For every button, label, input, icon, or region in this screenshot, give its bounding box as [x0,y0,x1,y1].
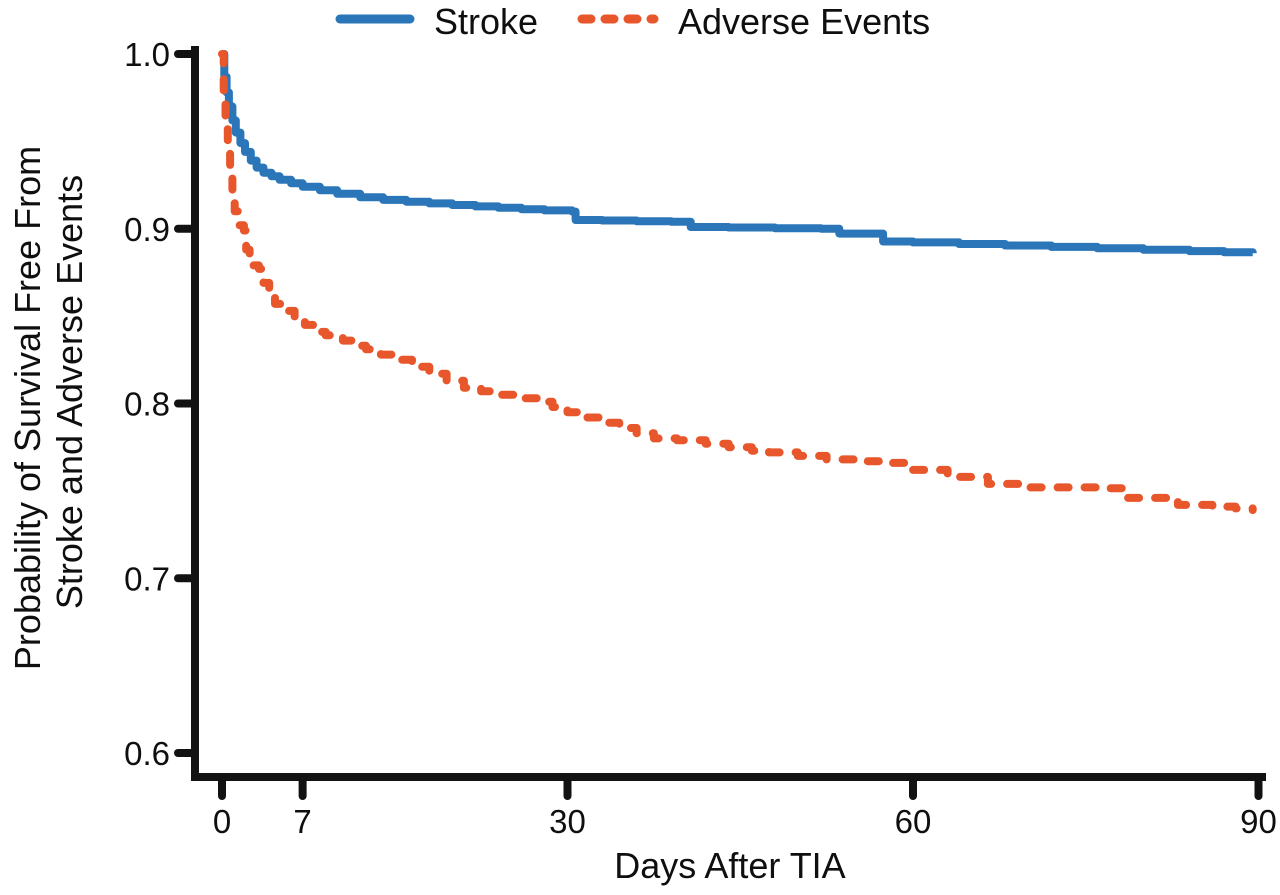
x-tick-label: 0 [213,803,231,840]
x-tick-label: 60 [895,803,932,840]
y-tick-label: 0.7 [124,560,170,597]
series-line-stroke [220,50,1257,257]
y-tick-label: 0.8 [124,386,170,423]
x-tick-label: 30 [549,803,586,840]
y-tick-label: 0.6 [124,735,170,772]
y-tick-label: 1.0 [124,36,170,73]
x-tick-label: 90 [1240,803,1277,840]
axes-frame [191,46,1266,781]
x-tick-label: 7 [293,803,311,840]
y-tick-label: 0.9 [124,211,170,248]
y-axis-title-line1: Probability of Survival Free From [7,146,48,670]
y-axis-title-line2: Stroke and Adverse Events [49,175,90,609]
legend-label-stroke: Stroke [434,1,538,42]
series-line-adverse-events [218,50,1257,515]
x-axis-title: Days After TIA [614,845,845,886]
legend-label-adverse-events: Adverse Events [678,1,930,42]
